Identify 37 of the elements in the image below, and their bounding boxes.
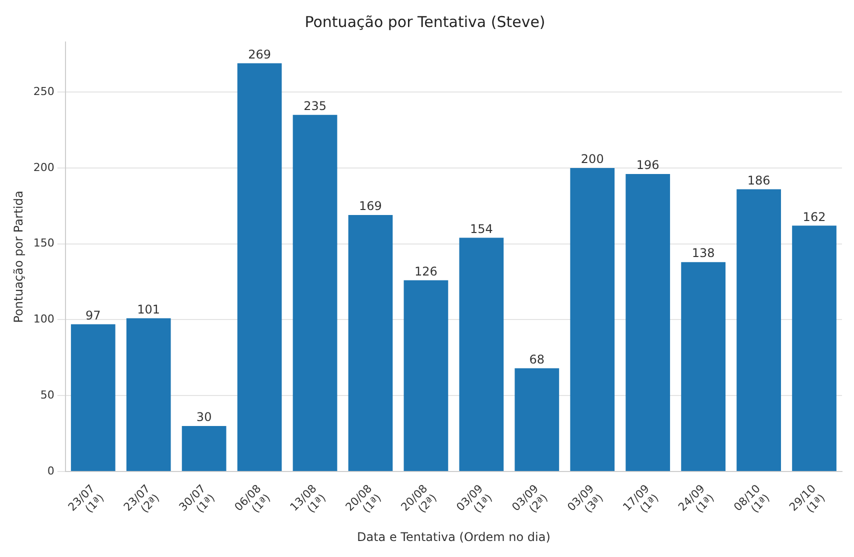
data-label: 97 xyxy=(85,308,101,322)
bar xyxy=(570,168,615,472)
data-label: 235 xyxy=(304,98,326,113)
data-label: 154 xyxy=(470,222,493,236)
bar xyxy=(292,114,338,472)
y-tick-label: 50 xyxy=(40,388,54,402)
bar xyxy=(626,174,670,472)
bar xyxy=(237,63,282,472)
data-label: 200 xyxy=(580,152,604,166)
data-label: 138 xyxy=(692,246,715,260)
data-label: 196 xyxy=(636,158,660,172)
data-label: 269 xyxy=(248,47,271,62)
data-label: 101 xyxy=(137,302,160,316)
data-label: 169 xyxy=(359,199,382,214)
bar xyxy=(514,368,560,472)
data-label: 186 xyxy=(747,173,770,188)
bar xyxy=(792,226,836,472)
bar xyxy=(348,215,393,472)
chart-title: Pontuação por Tentativa (Steve) xyxy=(304,12,546,31)
bar xyxy=(736,189,781,472)
data-label: 68 xyxy=(529,352,545,366)
y-tick-label: 250 xyxy=(33,84,54,98)
bar xyxy=(182,426,226,472)
y-tick-label: 100 xyxy=(33,312,54,326)
data-label: 30 xyxy=(196,410,212,424)
bar xyxy=(404,280,448,472)
x-axis-title: Data e Tentativa (Ordem no dia) xyxy=(356,530,550,544)
y-axis-title: Pontuação por Partida xyxy=(11,190,26,323)
bar xyxy=(70,324,116,472)
bar xyxy=(459,238,504,472)
data-label: 162 xyxy=(802,210,826,224)
data-label: 126 xyxy=(414,264,438,278)
bar xyxy=(681,262,726,472)
bar xyxy=(126,318,171,472)
y-tick-label: 0 xyxy=(47,464,54,478)
y-tick-label: 150 xyxy=(33,236,54,250)
y-tick-label: 200 xyxy=(33,160,54,174)
